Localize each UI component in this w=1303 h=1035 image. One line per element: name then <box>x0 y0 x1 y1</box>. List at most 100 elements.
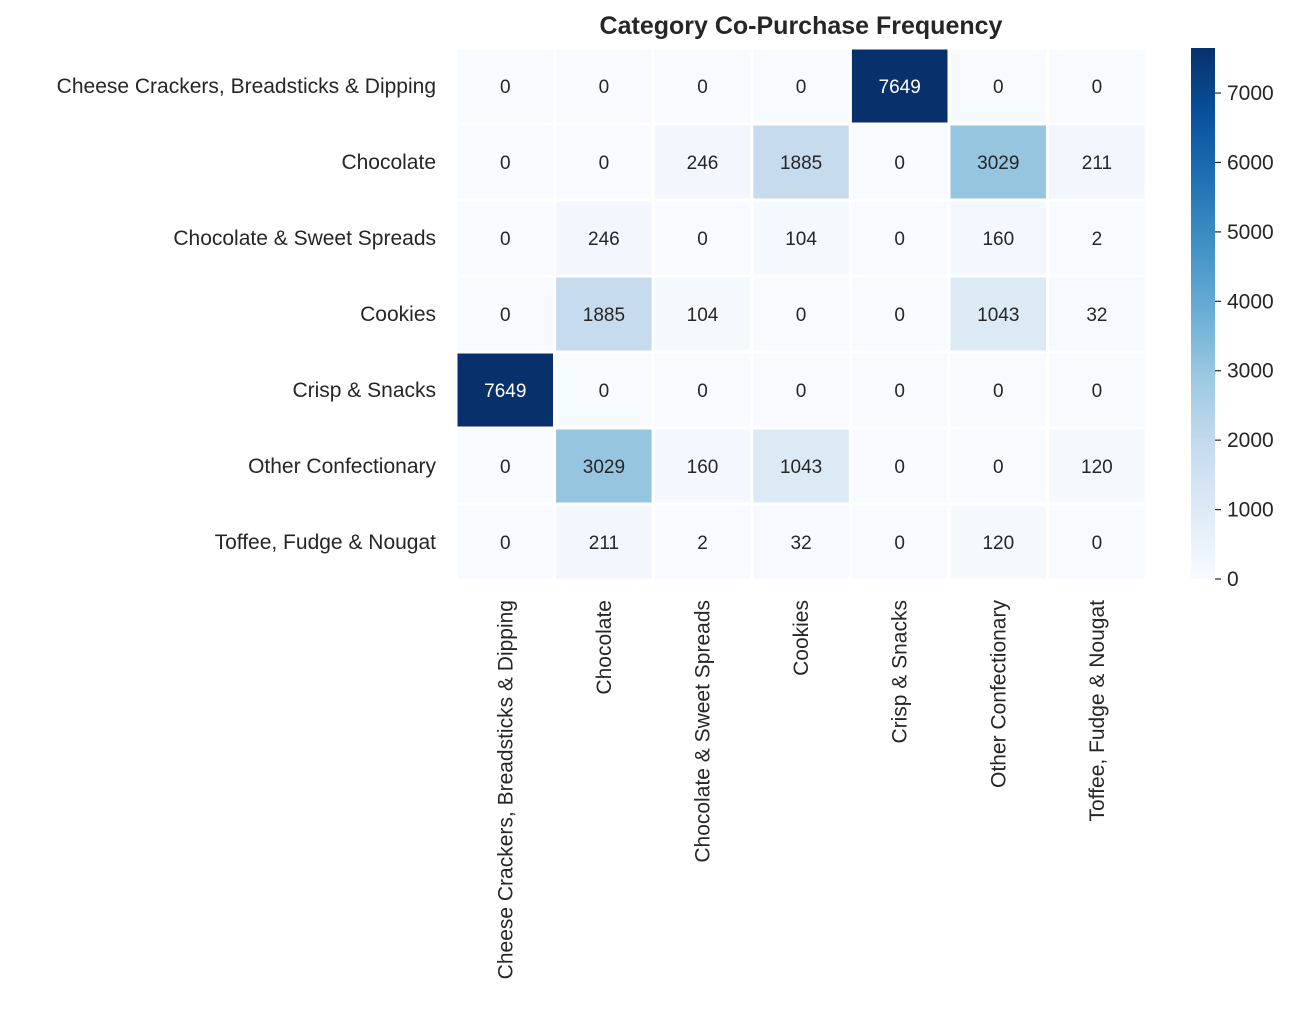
heatmap-cell <box>750 502 852 582</box>
cell-value-label: 0 <box>894 153 905 174</box>
colorbar-ticks: 0 1000 2000 3000 4000 5000 6000 7000 <box>1215 82 1274 591</box>
cell-value-label: 120 <box>982 533 1014 554</box>
cell-value-label: 32 <box>1086 305 1107 326</box>
row-tick-label: Other Confectionary <box>248 455 436 478</box>
cell-value-label: 211 <box>589 533 619 554</box>
cell-value-label: 32 <box>791 533 812 554</box>
heatmap-cell <box>454 122 557 202</box>
cell-value-label: 2 <box>1092 229 1103 250</box>
colorbar-tick-label: 7000 <box>1227 82 1274 105</box>
cell-value-label: 0 <box>993 381 1004 402</box>
cell-value-label: 160 <box>982 229 1014 250</box>
heatmap-cell <box>947 274 1050 354</box>
row-tick-label: Cheese Crackers, Breadsticks & Dipping <box>57 75 436 98</box>
heatmap-cell <box>454 46 557 126</box>
heatmap-cell <box>553 198 655 278</box>
colorbar-tick-label: 0 <box>1227 568 1239 591</box>
heatmap-cell <box>454 426 557 506</box>
cell-value-label: 104 <box>785 229 817 250</box>
column-tick-label: Toffee, Fudge & Nougat <box>1086 600 1109 822</box>
cell-value-label: 3029 <box>583 457 625 478</box>
heatmap-cell <box>848 198 951 278</box>
heatmap-cell <box>848 502 951 582</box>
heatmap-cell <box>1046 426 1148 506</box>
cell-value-label: 1885 <box>583 305 625 326</box>
column-tick-label: Cheese Crackers, Breadsticks & Dipping <box>494 600 517 979</box>
cell-value-label: 0 <box>894 533 905 554</box>
cell-value-label: 0 <box>500 305 511 326</box>
cell-value-label: 0 <box>697 229 708 250</box>
cell-value-label: 0 <box>894 305 905 326</box>
heatmap-cell <box>651 502 754 582</box>
heatmap-cell <box>1046 122 1148 202</box>
heatmap-cell <box>1046 198 1148 278</box>
cell-value-label: 0 <box>697 381 708 402</box>
cell-value-label: 2 <box>697 533 708 554</box>
cell-value-label: 7649 <box>484 381 526 402</box>
cell-value-label: 0 <box>599 381 610 402</box>
heatmap-cell <box>1046 502 1148 582</box>
cell-value-label: 246 <box>588 229 620 250</box>
row-tick-label: Cookies <box>360 303 436 326</box>
cell-value-label: 246 <box>687 153 719 174</box>
column-tick-label: Crisp & Snacks <box>889 600 912 744</box>
row-tick-label: Chocolate <box>341 151 436 174</box>
row-tick-label: Toffee, Fudge & Nougat <box>215 531 437 554</box>
cell-value-label: 0 <box>796 381 807 402</box>
heatmap-cell <box>848 122 951 202</box>
cell-value-label: 0 <box>796 305 807 326</box>
column-tick-label: Chocolate <box>593 600 616 695</box>
row-labels: Cheese Crackers, Breadsticks & Dipping Ch… <box>57 75 437 554</box>
cell-value-label: 7649 <box>879 77 921 98</box>
row-tick-label: Crisp & Snacks <box>292 379 436 402</box>
row-tick-label: Chocolate & Sweet Spreads <box>173 227 436 250</box>
cell-value-label: 0 <box>500 229 511 250</box>
heatmap-cell <box>651 350 754 430</box>
cell-value-label: 1885 <box>780 153 822 174</box>
heatmap-cells: 0 0 0 0 7649 0 0 0 0 246 1885 0 3029 211 0 246 0 104 0 160 2… <box>454 46 1148 582</box>
cell-value-label: 0 <box>894 381 905 402</box>
colorbar-tick-label: 3000 <box>1227 360 1274 383</box>
chart-title: Category Co-Purchase Frequency <box>600 12 1003 40</box>
cell-value-label: 1043 <box>780 457 822 478</box>
cell-value-label: 211 <box>1082 153 1112 174</box>
column-tick-label: Chocolate & Sweet Spreads <box>692 600 715 863</box>
heatmap-cell <box>651 198 754 278</box>
colorbar-tick-label: 4000 <box>1227 290 1274 313</box>
heatmap-cell <box>947 198 1050 278</box>
colorbar-tick-label: 1000 <box>1227 499 1274 522</box>
cell-value-label: 0 <box>993 77 1004 98</box>
heatmap-cell <box>454 350 557 430</box>
cell-value-label: 0 <box>599 153 610 174</box>
cell-value-label: 104 <box>687 305 719 326</box>
cell-value-label: 0 <box>500 533 511 554</box>
heatmap-cell <box>553 426 655 506</box>
heatmap-cell <box>651 122 754 202</box>
heatmap-cell <box>553 274 655 354</box>
column-tick-label: Cookies <box>790 600 813 676</box>
cell-value-label: 3029 <box>977 153 1019 174</box>
cell-value-label: 160 <box>687 457 719 478</box>
colorbar: 0 1000 2000 3000 4000 5000 6000 7000 <box>1191 48 1274 591</box>
cell-value-label: 1043 <box>977 305 1019 326</box>
colorbar-tick-label: 5000 <box>1227 221 1274 244</box>
cell-value-label: 0 <box>500 77 511 98</box>
cell-value-label: 0 <box>993 457 1004 478</box>
colorbar-tick-label: 6000 <box>1227 151 1274 174</box>
heatmap-cell <box>947 502 1050 582</box>
colorbar-gradient <box>1191 48 1215 579</box>
column-labels: Cheese Crackers, Breadsticks & Dipping Ch… <box>494 600 1109 980</box>
cell-value-label: 0 <box>894 457 905 478</box>
cell-value-label: 0 <box>1092 381 1103 402</box>
colorbar-tick-label: 2000 <box>1227 429 1274 452</box>
cell-value-label: 0 <box>500 457 511 478</box>
cell-value-label: 0 <box>1092 77 1103 98</box>
cell-value-label: 0 <box>500 153 511 174</box>
cell-value-label: 0 <box>796 77 807 98</box>
cell-value-label: 120 <box>1081 457 1113 478</box>
heatmap-cell <box>454 274 557 354</box>
cell-value-label: 0 <box>894 229 905 250</box>
heatmap-cell <box>947 46 1050 126</box>
column-tick-label: Other Confectionary <box>987 600 1010 788</box>
